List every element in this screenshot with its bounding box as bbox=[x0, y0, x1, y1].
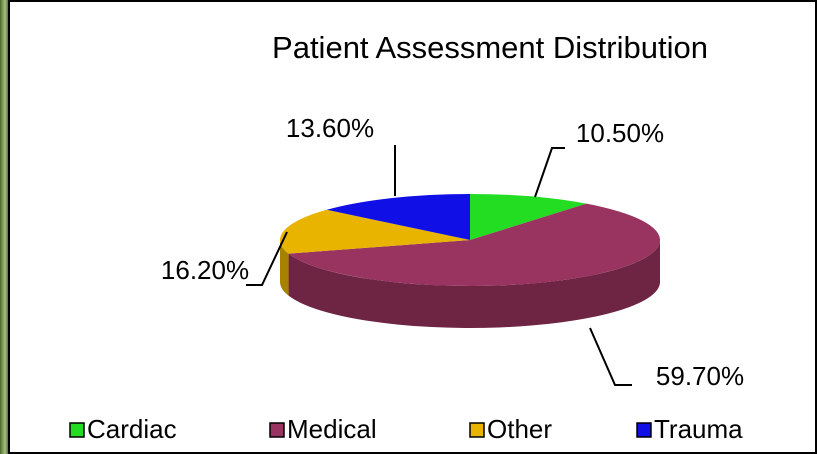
legend-label: Medical bbox=[287, 414, 377, 444]
legend-label: Trauma bbox=[654, 414, 743, 444]
legend-swatch bbox=[470, 423, 484, 437]
legend-label: Cardiac bbox=[87, 414, 177, 444]
data-label: 59.70% bbox=[656, 361, 744, 391]
data-label: 16.20% bbox=[161, 255, 249, 285]
data-label: 10.50% bbox=[576, 118, 664, 148]
chart: Patient Assessment Distribution Cardiac M… bbox=[0, 0, 817, 454]
data-label: 13.60% bbox=[286, 113, 374, 143]
legend-label: Other bbox=[487, 414, 552, 444]
legend-swatch bbox=[637, 423, 651, 437]
legend-swatch bbox=[70, 423, 84, 437]
legend-swatch bbox=[270, 423, 284, 437]
pie bbox=[280, 194, 660, 328]
chart-title: Patient Assessment Distribution bbox=[272, 30, 708, 65]
